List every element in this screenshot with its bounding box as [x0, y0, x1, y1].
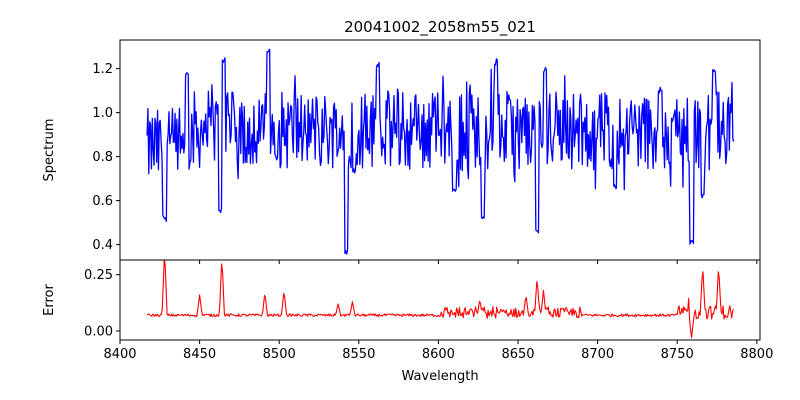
spectrum-y-axis-label: Spectrum: [42, 119, 57, 182]
x-tick-label: 8450: [183, 347, 216, 362]
error-x-ticks: 8400 8450 8500 8550 8600 8650 8700 8750 8800: [103, 340, 773, 362]
spectrum-y-tick-label: 0.4: [92, 238, 113, 253]
x-tick-label: 8550: [342, 347, 375, 362]
x-tick-label: 8700: [581, 347, 614, 362]
error-panel: 0.00 0.25 8400 8450 8500 8550 8600 8650 8700 875…: [42, 259, 773, 362]
error-y-tick-label: 0.00: [84, 324, 113, 339]
error-plot-area: [146, 260, 735, 339]
x-tick-label: 8600: [422, 347, 455, 362]
spectrum-y-tick-label: 1.0: [92, 106, 113, 121]
error-series-line: [146, 260, 735, 339]
spectrum-y-tick-label: 0.6: [92, 194, 113, 209]
spectrum-y-ticks: 0.4 0.6 0.8 1.0 1.2: [92, 62, 120, 253]
x-tick-label: 8800: [740, 347, 773, 362]
error-axes-frame: [119, 259, 761, 341]
x-tick-label: 8500: [263, 347, 296, 362]
spectrum-y-tick-label: 0.8: [92, 150, 113, 165]
x-tick-label: 8400: [103, 347, 136, 362]
x-axis-label: Wavelength: [401, 369, 478, 384]
spectrum-series-line: [146, 48, 735, 255]
x-tick-label: 8750: [661, 347, 694, 362]
error-y-axis-label: Error: [42, 284, 57, 316]
error-y-tick-label: 0.25: [84, 268, 113, 283]
x-tick-label: 8650: [501, 347, 534, 362]
spectrum-x-ticks: [119, 260, 758, 264]
error-y-ticks: 0.00 0.25: [84, 268, 120, 339]
spectrum-y-tick-label: 1.2: [92, 62, 113, 77]
spectrum-plot-area: [146, 48, 735, 255]
chart-title: 20041002_2058m55_021: [344, 18, 536, 37]
